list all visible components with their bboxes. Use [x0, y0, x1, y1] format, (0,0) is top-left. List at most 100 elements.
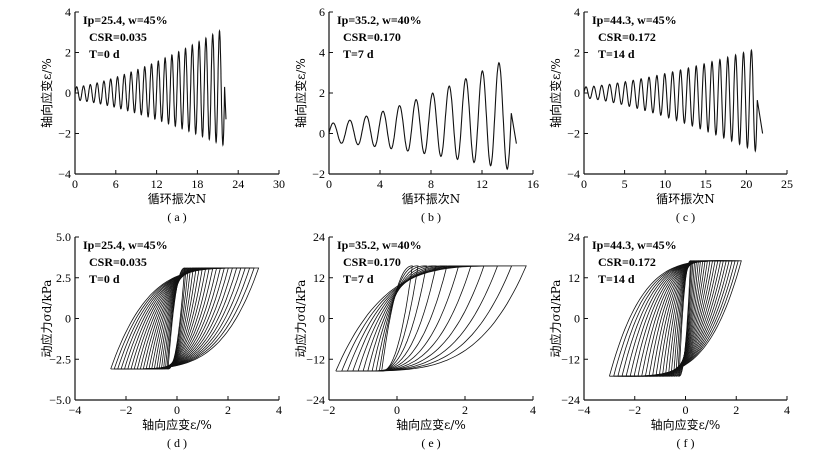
x-tick-label: 24 [232, 177, 244, 191]
annotation-line: Ip=35.2, w=40% [337, 238, 422, 252]
x-tick-label: 8 [428, 177, 434, 191]
y-tick-label: 0 [319, 127, 325, 141]
y-tick-label: −2 [567, 127, 580, 141]
y-tick-label: −24 [306, 393, 325, 407]
y-axis-label: 轴向应变ε/% [293, 58, 308, 128]
x-tick-label: 0 [683, 403, 689, 417]
y-tick-label: 0 [65, 312, 71, 326]
x-axis-label: 轴向应变ε/% [651, 417, 721, 432]
annotation-line: CSR=0.035 [89, 30, 147, 44]
x-tick-label: 5 [622, 177, 628, 191]
x-tick-label: 18 [191, 177, 203, 191]
y-tick-label: −24 [561, 393, 580, 407]
panel-caption: ( d ) [167, 436, 187, 450]
y-tick-label: 0 [574, 312, 580, 326]
x-tick-label: 6 [113, 177, 119, 191]
hysteresis-loop [381, 265, 413, 372]
x-tick-label: 0 [174, 403, 180, 417]
x-tick-label: 4 [784, 403, 790, 417]
x-tick-label: 15 [700, 177, 712, 191]
y-tick-label: 6 [319, 5, 325, 19]
annotation-line: Ip=44.3, w=45% [592, 13, 677, 27]
annotation-line: T=0 d [89, 272, 120, 286]
x-tick-label: 20 [740, 177, 752, 191]
y-tick-label: 2 [574, 46, 580, 60]
y-tick-label: 4 [319, 46, 325, 60]
y-tick-label: −5.0 [49, 393, 71, 407]
hysteresis-loop [335, 265, 527, 372]
x-tick-label: 0 [581, 177, 587, 191]
annotation-line: T=14 d [598, 47, 635, 61]
x-tick-label: −2 [323, 403, 336, 417]
annotation-line: T=0 d [89, 47, 120, 61]
x-axis-label: 轴向应变ε/% [142, 417, 212, 432]
x-tick-label: 4 [530, 403, 536, 417]
y-tick-label: −2 [312, 167, 325, 181]
hysteresis-loop [379, 265, 419, 372]
x-tick-label: −2 [120, 403, 133, 417]
x-tick-label: 10 [659, 177, 671, 191]
y-tick-label: −4 [58, 167, 71, 181]
x-tick-label: 12 [151, 177, 163, 191]
annotation-line: Ip=25.4, w=45% [83, 238, 168, 252]
annotation-line: T=7 d [343, 47, 374, 61]
strain-curve [583, 48, 764, 153]
x-tick-label: 2 [462, 403, 468, 417]
annotation-line: CSR=0.172 [598, 30, 656, 44]
x-tick-label: 2 [225, 403, 231, 417]
x-tick-label: 2 [733, 403, 739, 417]
panel-caption: ( f ) [677, 436, 695, 450]
annotation-line: Ip=44.3, w=45% [592, 238, 677, 252]
x-tick-label: −4 [69, 403, 82, 417]
hysteresis-loop [617, 260, 736, 377]
y-tick-label: 4 [65, 5, 71, 19]
annotation-line: CSR=0.035 [89, 255, 147, 269]
x-tick-label: 30 [273, 177, 285, 191]
y-tick-label: −2 [58, 127, 71, 141]
x-tick-label: 4 [276, 403, 282, 417]
y-tick-label: 0 [574, 86, 580, 100]
y-tick-label: −12 [561, 352, 580, 366]
annotation-line: CSR=0.170 [343, 255, 401, 269]
x-tick-label: −4 [578, 403, 591, 417]
y-tick-label: 2 [319, 86, 325, 100]
strain-curve [74, 29, 227, 147]
chart-panel-c: 0 5 10 15 20 25 −4 −2 0 2 4 循环振次N 轴向应变ε/% ( c ) Ip=44.… [548, 5, 793, 224]
y-axis-label: 动应力σd/kPa [548, 280, 563, 358]
y-tick-label: 24 [313, 230, 325, 244]
y-tick-label: 2 [65, 46, 71, 60]
annotation-line: Ip=25.4, w=45% [83, 13, 168, 27]
x-tick-label: 16 [527, 177, 539, 191]
y-tick-label: 0 [319, 312, 325, 326]
panel-caption: ( c ) [676, 210, 695, 224]
panel-caption: ( b ) [421, 210, 441, 224]
annotation-line: CSR=0.172 [598, 255, 656, 269]
panel-caption: ( e ) [421, 436, 440, 450]
x-axis-label: 循环振次N [656, 192, 715, 206]
x-tick-label: 0 [326, 177, 332, 191]
y-tick-label: 12 [313, 271, 325, 285]
strain-curve [328, 61, 517, 171]
y-tick-label: 2.5 [56, 271, 71, 285]
panel-caption: ( a ) [167, 210, 186, 224]
chart-panel-d: −4 −2 0 2 4 −5.0 −2.5 0 2.5 5.0 轴向应变ε/% 动应力σd/kPa ( … [39, 230, 282, 450]
y-axis-label: 动应力σd/kPa [39, 280, 54, 358]
y-axis-label: 动应力σd/kPa [293, 280, 308, 358]
x-tick-label: 4 [377, 177, 383, 191]
y-tick-label: 12 [568, 271, 580, 285]
y-tick-label: −12 [306, 352, 325, 366]
hysteresis-loop [375, 265, 427, 372]
y-axis-label: 轴向应变ε/% [548, 58, 563, 128]
x-tick-label: 0 [394, 403, 400, 417]
y-tick-label: −4 [567, 167, 580, 181]
y-axis-label: 轴向应变ε/% [39, 58, 54, 128]
y-tick-label: −2.5 [49, 352, 71, 366]
hysteresis-loop [367, 265, 448, 372]
y-tick-label: 0 [65, 86, 71, 100]
annotation-line: CSR=0.170 [343, 30, 401, 44]
